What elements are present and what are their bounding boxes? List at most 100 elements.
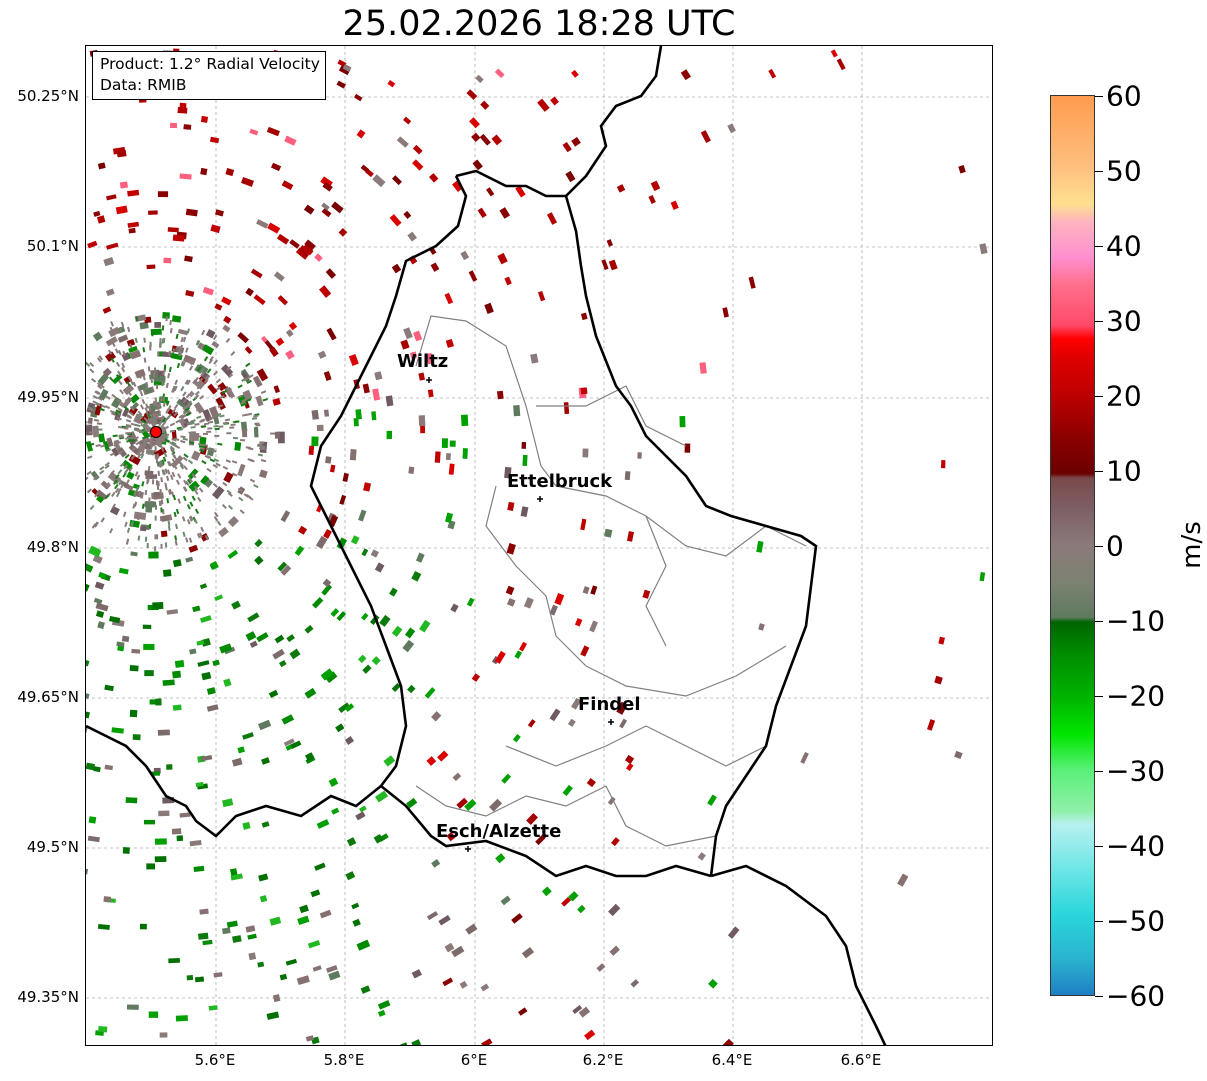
velocity-pixel [324, 671, 338, 684]
velocity-pixel [402, 639, 415, 653]
velocity-pixel [210, 560, 219, 570]
velocity-pixel [403, 116, 412, 125]
velocity-pixel [191, 495, 196, 501]
velocity-pixel [100, 444, 106, 448]
velocity-pixel [305, 1035, 315, 1042]
velocity-pixel [180, 420, 187, 425]
velocity-pixel [261, 821, 270, 828]
velocity-pixel [129, 343, 133, 349]
velocity-pixel [166, 609, 179, 615]
velocity-pixel [116, 641, 125, 647]
velocity-pixel [154, 446, 157, 452]
velocity-pixel [138, 445, 144, 451]
velocity-pixel [162, 469, 166, 476]
velocity-pixel [111, 412, 117, 416]
velocity-pixel [157, 729, 170, 736]
velocity-pixel [546, 212, 558, 225]
x-tick-label: 6.4°E [711, 1051, 753, 1069]
velocity-pixel [154, 515, 157, 521]
velocity-pixel [484, 302, 494, 314]
velocity-pixel [304, 687, 317, 699]
velocity-pixel [126, 425, 132, 428]
velocity-pixel [188, 390, 194, 396]
canton-line [645, 515, 667, 647]
velocity-pixel [578, 1006, 591, 1018]
velocity-pixel [349, 449, 357, 461]
velocity-pixel [299, 904, 309, 914]
velocity-pixel [607, 796, 616, 806]
velocity-pixel [411, 1039, 422, 1045]
velocity-pixel [108, 326, 121, 338]
velocity-pixel [151, 331, 154, 337]
velocity-pixel [223, 315, 232, 324]
velocity-pixel [190, 431, 196, 434]
velocity-pixel [155, 504, 158, 510]
velocity-pixel [152, 401, 156, 407]
velocity-pixel [339, 494, 347, 505]
velocity-pixel [131, 648, 141, 654]
velocity-pixel [298, 525, 308, 535]
velocity-pixel [179, 173, 192, 180]
velocity-pixel [168, 488, 173, 495]
velocity-pixel [194, 508, 200, 514]
velocity-pixel [437, 750, 449, 762]
velocity-pixel [112, 479, 118, 485]
velocity-pixel [211, 449, 217, 453]
velocity-pixel [162, 569, 172, 577]
velocity-pixel [171, 452, 176, 458]
velocity-pixel [979, 571, 986, 582]
velocity-pixel [279, 973, 288, 981]
velocity-pixel [86, 762, 96, 771]
velocity-pixel [234, 441, 242, 451]
velocity-pixel [194, 376, 199, 383]
velocity-pixel [186, 519, 191, 525]
velocity-pixel [519, 641, 527, 652]
velocity-pixel [111, 341, 116, 347]
velocity-pixel [144, 387, 153, 395]
border-germany-north [565, 46, 663, 197]
velocity-pixel [133, 511, 147, 520]
velocity-pixel [162, 679, 175, 686]
velocity-pixel [177, 498, 181, 504]
velocity-pixel [415, 552, 425, 563]
map-area[interactable] [85, 45, 993, 1046]
velocity-pixel [142, 437, 148, 443]
velocity-pixel [165, 382, 169, 389]
velocity-pixel [100, 404, 107, 409]
velocity-pixel [154, 838, 167, 845]
x-tick-label: 6°E [460, 1051, 488, 1069]
velocity-pixel [217, 404, 224, 408]
velocity-pixel [130, 454, 136, 460]
velocity-pixel [160, 446, 165, 452]
velocity-pixel [290, 740, 302, 749]
velocity-pixel [117, 407, 123, 412]
velocity-pixel [580, 518, 587, 531]
velocity-pixel [87, 240, 98, 249]
velocity-pixel [506, 543, 516, 555]
velocity-pixel [129, 393, 140, 404]
velocity-pixel [172, 670, 182, 679]
velocity-pixel [373, 833, 384, 844]
colorbar-tick-label: −30 [1106, 754, 1166, 788]
velocity-pixel [166, 469, 171, 475]
velocity-pixel [99, 466, 105, 471]
velocity-pixel [260, 390, 267, 394]
city-label-esch-alzette: Esch/Alzette [436, 821, 562, 842]
colorbar-tick [1095, 996, 1103, 997]
velocity-pixel [303, 204, 315, 215]
velocity-pixel [132, 503, 136, 509]
velocity-pixel [355, 811, 366, 821]
velocity-pixel [267, 222, 281, 234]
velocity-pixel [285, 958, 298, 966]
velocity-pixel [141, 398, 146, 405]
velocity-pixel [196, 639, 205, 646]
velocity-pixel [170, 462, 175, 469]
velocity-pixel [260, 447, 266, 451]
velocity-pixel [145, 448, 150, 455]
velocity-pixel [460, 414, 469, 427]
velocity-pixel [958, 165, 966, 174]
velocity-pixel [225, 168, 235, 177]
velocity-pixel [162, 456, 167, 462]
velocity-pixel [459, 980, 468, 989]
velocity-pixel [626, 762, 634, 772]
